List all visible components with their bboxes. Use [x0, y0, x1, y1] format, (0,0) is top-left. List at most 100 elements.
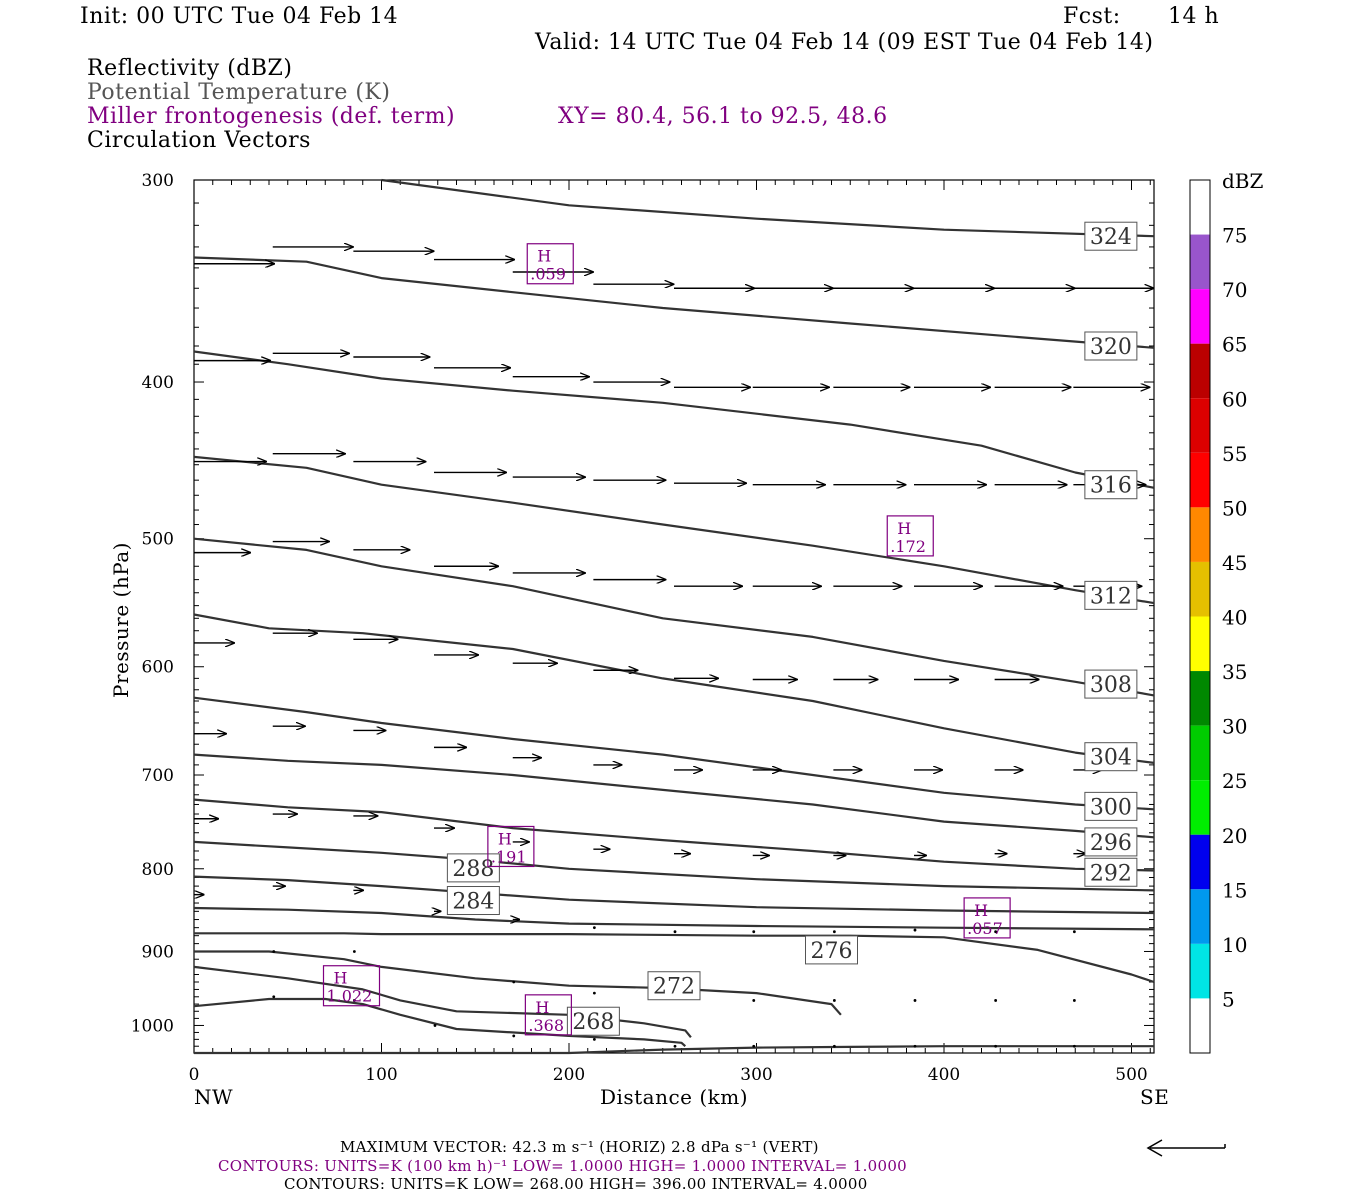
colorbar-tick-label: 75	[1222, 224, 1247, 248]
reference-vector-head	[1146, 1139, 1163, 1157]
colorbar-segment	[1190, 671, 1210, 726]
y-tick-label: 300	[142, 171, 174, 191]
valid-time: Valid: 14 UTC Tue 04 Feb 14 (09 EST Tue …	[535, 30, 1154, 55]
circulation-vector	[352, 950, 356, 953]
frontogenesis-max-value: 1.022	[327, 987, 373, 1006]
x-tick-label: 0	[189, 1065, 200, 1085]
colorbar-segment	[1190, 725, 1210, 781]
x-tick-label: 400	[928, 1065, 960, 1085]
contour-label: 272	[653, 975, 695, 1000]
frontogenesis-max-value: .172	[890, 537, 926, 556]
circulation-vector	[1072, 930, 1076, 934]
circulation-vector	[832, 999, 836, 1002]
frontogenesis-max-value: .368	[528, 1016, 564, 1035]
theta-contour-292	[193, 798, 1155, 872]
circulation-vector	[352, 999, 356, 1002]
contour-label-box	[1084, 791, 1138, 821]
colorbar-tick-label: 35	[1222, 660, 1247, 684]
colorbar-segment	[1190, 452, 1210, 508]
circulation-vector	[913, 1044, 917, 1048]
field-frontogenesis: Miller frontogenesis (def. term)	[87, 104, 456, 129]
colorbar-tick-label: 60	[1222, 387, 1247, 411]
contour-label: 296	[1090, 831, 1132, 856]
theta-contour-288	[193, 840, 1155, 892]
plot-frame	[193, 179, 1155, 1054]
contour-label-box	[566, 1006, 620, 1036]
colorbar-segment	[1190, 889, 1210, 944]
y-tick-label: 800	[142, 860, 174, 880]
colorbar-frame	[1189, 179, 1211, 1054]
frontogenesis-max-symbol: H	[974, 901, 988, 920]
circulation-vector	[592, 991, 596, 995]
contour-label-box	[1084, 742, 1138, 772]
circulation-vector	[512, 980, 516, 984]
forecast-hour: 14 h	[1168, 4, 1220, 29]
theta-contour-264	[193, 997, 687, 1048]
colorbar-tick-label: 15	[1222, 878, 1247, 902]
circulation-vector	[272, 995, 276, 999]
contour-label: 292	[1090, 861, 1132, 886]
frontogenesis-max-value: .191	[491, 847, 527, 866]
colorbar-segment	[1190, 507, 1210, 562]
contour-label-box	[1084, 221, 1138, 251]
y-axis-label: Pressure (hPa)	[109, 542, 133, 698]
circulation-vector	[913, 928, 917, 932]
contour-label-box	[446, 853, 500, 883]
circulation-vector	[752, 999, 756, 1002]
theta-contour-284	[193, 875, 1155, 915]
circulation-vector	[994, 999, 998, 1002]
colorbar-title: dBZ	[1222, 169, 1264, 193]
field-circulation-vectors: Circulation Vectors	[87, 128, 311, 153]
forecast-label: Fcst:	[1063, 4, 1121, 29]
y-tick-label: 500	[142, 530, 174, 550]
x-tick-label: 300	[740, 1065, 772, 1085]
colorbar-segment	[1190, 343, 1210, 399]
frontogenesis-max-symbol: H	[537, 247, 551, 266]
contour-label: 316	[1090, 474, 1132, 499]
frontogenesis-contour-note: CONTOURS: UNITS=K (100 km h)⁻¹ LOW= 1.00…	[218, 1157, 908, 1175]
circulation-vector	[592, 1037, 596, 1041]
colorbar-segment	[1190, 998, 1210, 1053]
colorbar-tick-label: 70	[1222, 278, 1247, 302]
contour-label-box	[1084, 669, 1138, 699]
circulation-vector	[994, 1044, 998, 1048]
circulation-vector	[673, 930, 677, 934]
circulation-vector	[272, 950, 276, 953]
colorbar-tick-label: 5	[1222, 987, 1235, 1011]
contour-label-box	[805, 935, 858, 965]
cross-section-endpoints: XY= 80.4, 56.1 to 92.5, 48.6	[558, 104, 888, 129]
colorbar-segment	[1190, 398, 1210, 453]
contour-label-box	[647, 971, 701, 1001]
colorbar-segment	[1190, 180, 1210, 235]
circulation-vector	[433, 1024, 437, 1027]
colorbar-segment	[1190, 943, 1210, 999]
circulation-vector	[1072, 1044, 1076, 1048]
x-tick-label: 100	[365, 1065, 397, 1085]
contour-label-box	[1084, 470, 1138, 500]
init-time: Init: 00 UTC Tue 04 Feb 14	[80, 4, 399, 29]
frontogenesis-max-symbol: H	[334, 969, 348, 988]
colorbar-tick-label: 50	[1222, 496, 1247, 520]
theta-contour-272	[194, 950, 842, 1016]
theta-contour-268	[193, 965, 692, 1038]
circulation-vector	[1072, 999, 1076, 1002]
contour-label-box	[1084, 580, 1138, 610]
circulation-vector	[832, 930, 836, 934]
y-tick-label: 400	[142, 373, 174, 393]
contour-label: 276	[811, 939, 853, 964]
colorbar-tick-label: 45	[1222, 551, 1247, 575]
x-tick-label: 200	[553, 1065, 585, 1085]
x-end-label-se: SE	[1140, 1085, 1169, 1109]
theta-contour-316	[193, 350, 1155, 489]
x-end-label-nw: NW	[194, 1085, 233, 1109]
colorbar-tick-label: 20	[1222, 824, 1247, 848]
colorbar-tick-label: 65	[1222, 333, 1247, 357]
colorbar-tick-label: 40	[1222, 606, 1247, 630]
circulation-vector	[673, 1044, 677, 1048]
contour-label-box	[446, 886, 500, 916]
contour-label: 308	[1090, 673, 1132, 698]
frontogenesis-max-box	[524, 994, 572, 1036]
colorbar-segment	[1190, 780, 1210, 835]
circulation-vector	[832, 1044, 836, 1048]
